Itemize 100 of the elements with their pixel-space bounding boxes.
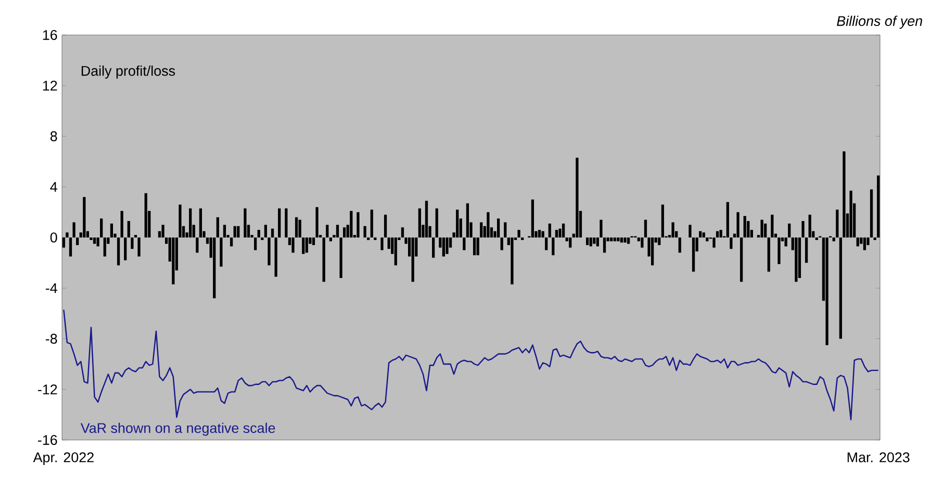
bar bbox=[394, 237, 398, 266]
bar bbox=[640, 237, 644, 248]
bar bbox=[712, 237, 716, 248]
bar bbox=[134, 234, 137, 238]
bar bbox=[552, 237, 555, 256]
y-tick-label: 8 bbox=[50, 131, 58, 142]
bar bbox=[244, 208, 246, 238]
bar bbox=[736, 212, 740, 238]
bar bbox=[802, 221, 804, 238]
bar bbox=[298, 220, 302, 238]
bar bbox=[401, 227, 404, 238]
bar bbox=[510, 237, 514, 284]
bar bbox=[740, 237, 743, 282]
bar bbox=[644, 220, 647, 238]
bar bbox=[302, 237, 305, 254]
bar bbox=[743, 216, 746, 238]
bar bbox=[172, 237, 175, 284]
bar bbox=[446, 237, 448, 254]
bar bbox=[257, 230, 260, 238]
bar bbox=[384, 214, 387, 238]
bar bbox=[613, 237, 616, 242]
bar bbox=[230, 237, 233, 246]
bar bbox=[274, 237, 278, 277]
bar bbox=[96, 237, 100, 246]
bar bbox=[610, 237, 613, 242]
bar bbox=[826, 237, 828, 346]
bar bbox=[90, 237, 92, 240]
bar bbox=[336, 224, 339, 238]
y-tick-label: -4 bbox=[46, 283, 58, 293]
bar bbox=[62, 237, 66, 248]
bar bbox=[199, 208, 202, 238]
bar bbox=[425, 200, 428, 238]
bar bbox=[798, 237, 801, 278]
y-tick-label: -16 bbox=[38, 435, 58, 445]
text: Daily profit/loss bbox=[82, 66, 175, 79]
bar bbox=[568, 237, 572, 248]
bar bbox=[805, 237, 808, 263]
bar bbox=[661, 204, 664, 238]
bar bbox=[364, 226, 366, 238]
bar bbox=[329, 237, 332, 242]
bar bbox=[870, 189, 873, 238]
bar bbox=[220, 237, 223, 267]
bar bbox=[832, 237, 836, 242]
bar bbox=[343, 227, 346, 238]
bar bbox=[326, 224, 329, 238]
bar bbox=[651, 237, 654, 266]
bar bbox=[863, 237, 866, 250]
bar bbox=[836, 210, 839, 238]
bar bbox=[278, 208, 281, 238]
bar bbox=[764, 224, 767, 238]
bar bbox=[380, 237, 384, 250]
bar bbox=[456, 210, 459, 238]
bar bbox=[706, 237, 709, 242]
bar bbox=[196, 237, 199, 253]
x-tick-label: Apr. 2022 bbox=[33, 452, 94, 466]
bar bbox=[268, 237, 270, 266]
bar bbox=[531, 200, 534, 238]
bar bbox=[876, 175, 880, 238]
bar bbox=[770, 214, 774, 238]
y-tick-label: 0 bbox=[50, 232, 58, 242]
bar bbox=[794, 237, 798, 282]
series-label: VaR shown on a negative scale bbox=[80, 422, 275, 436]
bar bbox=[600, 220, 602, 238]
bar bbox=[678, 237, 682, 253]
bar bbox=[500, 237, 504, 250]
bar bbox=[544, 237, 548, 250]
bar bbox=[518, 230, 520, 238]
y-tick-label: -8 bbox=[46, 334, 58, 344]
bar bbox=[592, 237, 596, 244]
bar bbox=[839, 237, 842, 339]
bar bbox=[562, 224, 565, 238]
bar bbox=[305, 237, 308, 253]
bar bbox=[504, 222, 507, 238]
bar bbox=[586, 237, 589, 246]
bar bbox=[624, 237, 626, 243]
bar bbox=[730, 237, 732, 249]
bar bbox=[292, 237, 294, 253]
bar bbox=[476, 237, 480, 256]
bar bbox=[223, 224, 226, 238]
bar bbox=[162, 224, 164, 238]
bar bbox=[264, 224, 268, 238]
bar bbox=[138, 237, 140, 256]
bar bbox=[616, 237, 620, 242]
x-tick-label: Mar. 2023 bbox=[848, 452, 910, 462]
bar bbox=[589, 237, 592, 246]
bar bbox=[726, 202, 730, 238]
bar bbox=[340, 237, 342, 278]
bar bbox=[212, 237, 216, 298]
bar bbox=[576, 158, 578, 238]
bar bbox=[466, 203, 469, 238]
bar bbox=[120, 210, 124, 238]
bar bbox=[284, 208, 288, 238]
bar bbox=[124, 237, 127, 260]
bar bbox=[322, 237, 326, 282]
bar bbox=[432, 237, 435, 258]
bar bbox=[350, 210, 353, 238]
bar bbox=[72, 222, 76, 238]
bar bbox=[127, 221, 130, 238]
bar bbox=[672, 222, 674, 238]
bar bbox=[760, 220, 764, 238]
